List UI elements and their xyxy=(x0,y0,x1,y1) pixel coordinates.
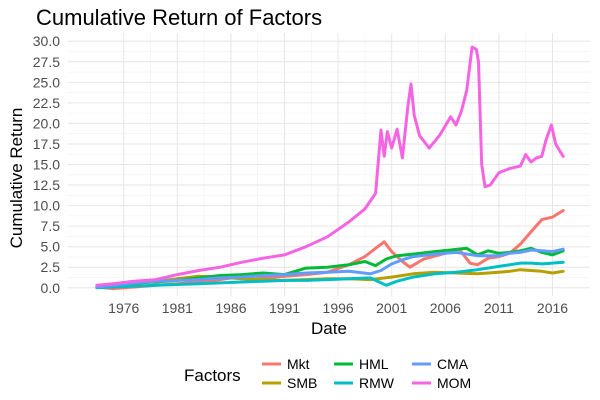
y-tick-label: 7.5 xyxy=(41,218,61,234)
legend-label-mom: MOM xyxy=(437,375,471,391)
x-tick-label: 1976 xyxy=(108,300,139,316)
x-tick-label: 2011 xyxy=(484,300,514,316)
y-tick-label: 0.0 xyxy=(41,280,61,296)
y-tick-label: 20.0 xyxy=(33,115,60,131)
legend-label-mkt: Mkt xyxy=(287,356,310,372)
x-axis: 1976 1981 1986 1991 1996 2001 2006 2011 2016 xyxy=(108,300,568,316)
y-tick-label: 27.5 xyxy=(33,54,60,70)
y-axis: 0.0 2.5 5.0 7.5 10.0 12.5 15.0 17.5 20.0 22.5 25.0… xyxy=(33,33,60,296)
x-axis-label: Date xyxy=(311,319,347,338)
x-tick-label: 1996 xyxy=(323,300,354,316)
y-tick-label: 12.5 xyxy=(33,177,60,193)
legend-label-hml: HML xyxy=(359,356,389,372)
y-tick-label: 30.0 xyxy=(33,33,60,49)
x-tick-label: 1991 xyxy=(269,300,300,316)
y-tick-label: 22.5 xyxy=(33,95,60,111)
series-line-cma xyxy=(95,247,565,289)
legend-label-smb: SMB xyxy=(287,375,317,391)
x-tick-label: 2016 xyxy=(537,300,568,316)
legend-label-cma: CMA xyxy=(437,356,469,372)
y-tick-label: 25.0 xyxy=(33,74,60,90)
x-tick-label: 2001 xyxy=(376,300,407,316)
x-tick-label: 2006 xyxy=(430,300,461,316)
legend: Factors Mkt SMB HML RMW CMA MOM xyxy=(184,356,471,391)
y-tick-label: 17.5 xyxy=(33,136,60,152)
x-tick-label: 1986 xyxy=(215,300,246,316)
y-tick-label: 10.0 xyxy=(33,198,60,214)
series-line-mkt xyxy=(95,209,565,291)
legend-title: Factors xyxy=(184,366,241,385)
series-lines xyxy=(95,45,565,291)
grid xyxy=(68,33,590,296)
series-line-mom xyxy=(95,45,565,287)
x-tick-label: 1981 xyxy=(162,300,193,316)
legend-label-rmw: RMW xyxy=(359,375,395,391)
y-tick-label: 2.5 xyxy=(41,259,61,275)
y-axis-label: Cumulative Return xyxy=(7,108,26,249)
series-line-rmw xyxy=(95,260,565,290)
chart-title: Cumulative Return of Factors xyxy=(36,5,322,30)
y-tick-label: 15.0 xyxy=(33,157,60,173)
y-tick-label: 5.0 xyxy=(41,239,61,255)
